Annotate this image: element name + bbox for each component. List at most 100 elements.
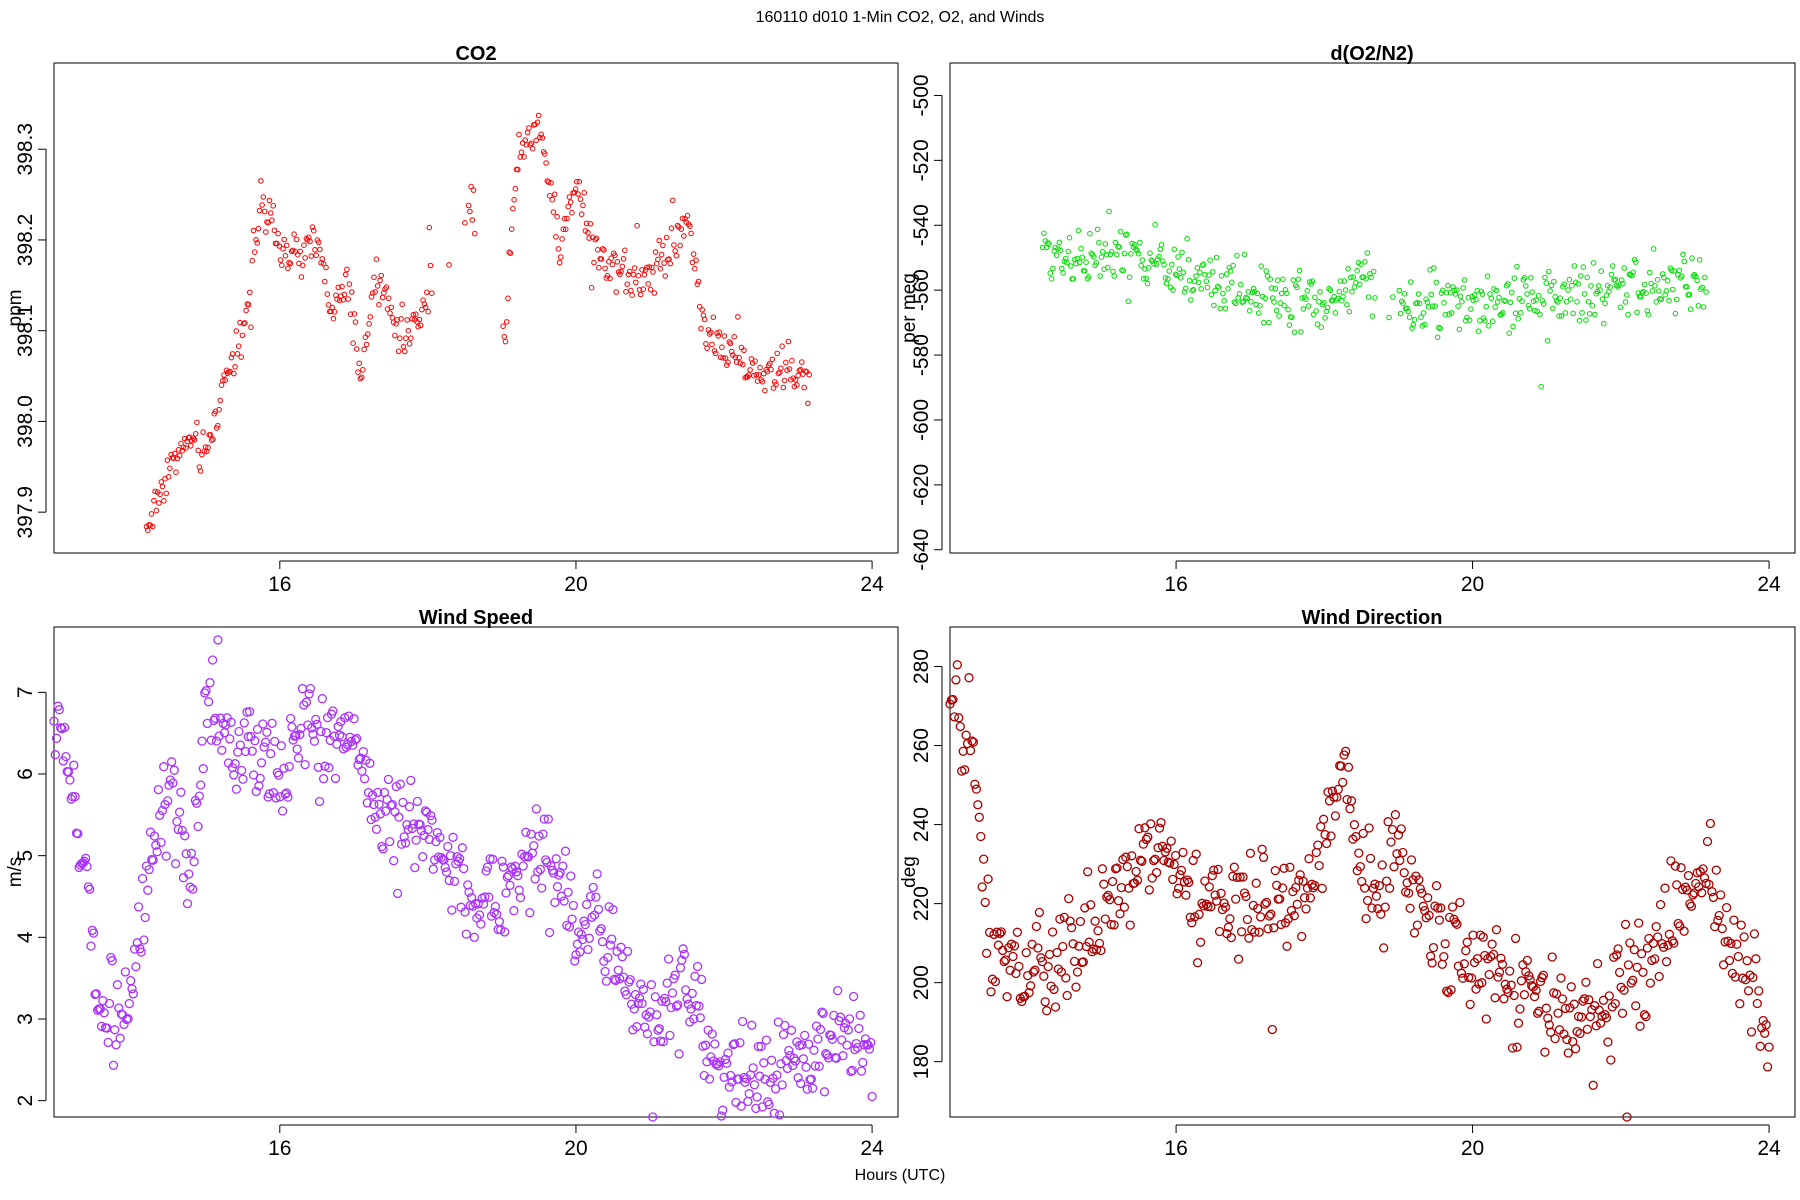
o2n2-data-point bbox=[1416, 300, 1423, 307]
wind-speed-data-point bbox=[399, 832, 409, 842]
co2-data-point bbox=[574, 178, 580, 185]
wind-speed-x-tick-label: 24 bbox=[860, 1137, 884, 1160]
wind-speed-data-point bbox=[229, 770, 239, 780]
o2n2-data-point bbox=[1193, 273, 1199, 279]
wind-direction-data-point bbox=[1264, 911, 1275, 921]
wind-speed-data-point bbox=[259, 742, 269, 752]
o2n2-data-point bbox=[1653, 299, 1659, 305]
wind-direction-data-point bbox=[1676, 863, 1686, 873]
co2-data-point bbox=[634, 222, 640, 229]
wind-speed-data-point bbox=[535, 864, 546, 875]
co2-data-point bbox=[558, 254, 564, 260]
wind-speed-data-point bbox=[211, 736, 222, 746]
o2n2-data-point bbox=[1437, 325, 1443, 332]
wind-direction-data-point bbox=[1102, 892, 1112, 902]
co2-data-point bbox=[613, 289, 620, 295]
wind-speed-data-point bbox=[177, 825, 187, 836]
wind-speed-data-point bbox=[365, 758, 375, 768]
wind-direction-data-point bbox=[1030, 965, 1040, 975]
co2-data-point bbox=[406, 341, 413, 347]
o2n2-data-point bbox=[1240, 299, 1247, 305]
wind-direction-data-point bbox=[1541, 1003, 1551, 1013]
wind-direction-data-point bbox=[1219, 898, 1229, 908]
co2-data-point bbox=[646, 264, 653, 270]
o2n2-data-point bbox=[1087, 230, 1093, 237]
wind-direction-data-point bbox=[1695, 867, 1705, 877]
wind-direction-data-point bbox=[1506, 980, 1516, 990]
o2n2-data-point bbox=[1079, 254, 1086, 261]
o2n2-data-point bbox=[1192, 278, 1198, 285]
wind-speed-data-point bbox=[234, 726, 244, 737]
o2n2-data-point bbox=[1574, 299, 1580, 305]
wind-direction-data-point bbox=[1465, 999, 1475, 1010]
o2n2-data-point bbox=[1702, 274, 1708, 281]
wind-speed-data-point bbox=[728, 1040, 738, 1050]
co2-data-point bbox=[401, 348, 408, 355]
wind-speed-data-point bbox=[459, 863, 469, 874]
wind-speed-data-point bbox=[756, 1041, 766, 1052]
o2n2-data-point bbox=[1216, 284, 1222, 291]
wind-direction-data-point bbox=[1071, 982, 1081, 992]
co2-data-point bbox=[789, 357, 795, 364]
co2-data-point bbox=[501, 333, 508, 340]
wind-direction-data-point bbox=[1206, 902, 1216, 912]
co2-data-point bbox=[591, 259, 597, 266]
wind-speed-data-point bbox=[818, 1008, 828, 1019]
wind-direction-data-point bbox=[1112, 863, 1122, 873]
wind-speed-data-point bbox=[226, 717, 236, 727]
o2n2-data-point bbox=[1128, 251, 1134, 257]
co2-data-point bbox=[516, 131, 522, 138]
co2-data-point bbox=[210, 436, 216, 443]
wind-speed-data-point bbox=[722, 1058, 732, 1068]
o2n2-data-point bbox=[1041, 230, 1047, 237]
wind-speed-data-point bbox=[371, 824, 382, 834]
wind-speed-data-point bbox=[176, 787, 186, 797]
o2n2-data-point bbox=[1672, 310, 1679, 317]
o2n2-data-point bbox=[1523, 283, 1529, 289]
wind-direction-data-point bbox=[1466, 973, 1477, 983]
wind-direction-data-point bbox=[949, 712, 960, 722]
wind-speed-data-point bbox=[597, 937, 608, 947]
wind-speed-data-point bbox=[638, 984, 649, 995]
wind-speed-data-point bbox=[144, 864, 154, 875]
wind-direction-data-point bbox=[1582, 1024, 1593, 1034]
wind-direction-data-point bbox=[1040, 997, 1050, 1007]
co2-data-point bbox=[698, 325, 704, 332]
o2n2-data-point bbox=[1443, 289, 1450, 296]
co2-data-point bbox=[609, 261, 616, 268]
wind-direction-data-point bbox=[1604, 991, 1614, 1001]
wind-speed-data-point bbox=[858, 1057, 868, 1068]
co2-data-point bbox=[325, 302, 332, 308]
co2-data-point bbox=[505, 295, 511, 302]
co2-data-point bbox=[446, 262, 452, 268]
wind-direction-data-point bbox=[1220, 902, 1231, 912]
wind-speed-data-point bbox=[169, 765, 179, 775]
wind-direction-data-point bbox=[1184, 877, 1194, 888]
co2-data-point bbox=[733, 359, 740, 365]
co2-data-point bbox=[550, 209, 557, 215]
wind-direction-data-point bbox=[1557, 994, 1568, 1004]
co2-data-point bbox=[424, 289, 430, 296]
wind-speed-data-point bbox=[718, 1105, 728, 1115]
wind-direction-data-point bbox=[1135, 855, 1146, 865]
co2-data-point bbox=[559, 236, 565, 242]
wind-speed-data-point bbox=[608, 904, 618, 915]
wind-direction-data-point bbox=[1427, 958, 1437, 968]
wind-direction-data-point bbox=[1236, 927, 1247, 937]
wind-direction-data-point bbox=[1686, 901, 1697, 911]
wind-direction-data-point bbox=[1581, 977, 1591, 987]
wind-direction-data-point bbox=[1068, 939, 1078, 949]
o2n2-data-point bbox=[1537, 311, 1543, 318]
wind-speed-data-point bbox=[284, 761, 294, 772]
wind-speed-data-point bbox=[793, 1073, 803, 1083]
co2-data-point bbox=[258, 178, 264, 184]
wind-direction-data-point bbox=[1049, 984, 1059, 995]
wind-direction-y-tick-label: 200 bbox=[910, 965, 933, 1000]
o2n2-data-point bbox=[1097, 273, 1103, 279]
wind-speed-data-point bbox=[562, 920, 572, 931]
co2-data-point bbox=[650, 269, 656, 275]
wind-speed-data-point bbox=[301, 697, 312, 707]
o2n2-plot-frame bbox=[949, 62, 1796, 554]
wind-speed-data-point bbox=[198, 764, 208, 774]
wind-direction-data-point bbox=[1524, 971, 1534, 981]
